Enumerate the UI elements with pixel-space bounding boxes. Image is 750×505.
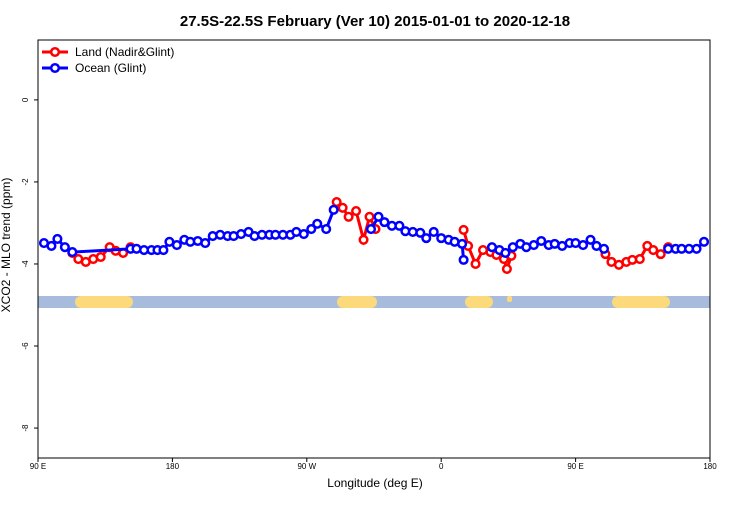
data-point	[306, 224, 317, 235]
data-point	[328, 204, 339, 215]
data-point	[415, 227, 426, 238]
data-point	[365, 224, 377, 235]
data-point	[171, 240, 182, 251]
x-tick-label: 180	[166, 462, 180, 471]
data-point	[578, 240, 589, 251]
data-point	[52, 233, 63, 244]
plot-frame	[37, 39, 711, 459]
data-point	[470, 258, 481, 270]
data-point	[634, 254, 645, 265]
legend-marker	[49, 62, 61, 74]
land-strip	[465, 296, 493, 308]
data-point	[598, 243, 610, 254]
data-point	[528, 240, 539, 251]
chart-title: 27.5S-22.5S February (Ver 10) 2015-01-01…	[180, 13, 570, 30]
data-point	[698, 236, 710, 247]
data-point	[458, 224, 469, 235]
data-point	[312, 218, 323, 229]
data-point	[298, 228, 309, 240]
legend-label: Land (Nadir&Glint)	[75, 45, 174, 59]
data-point	[421, 233, 432, 244]
x-tick-label: 0	[439, 462, 444, 471]
data-point	[457, 238, 468, 249]
x-tick-label: 90 E	[30, 462, 46, 471]
x-tick-label: 90 W	[297, 462, 316, 471]
data-point	[343, 211, 354, 222]
data-point	[379, 217, 390, 228]
y-tick-label: -2	[21, 178, 30, 186]
legend-label: Ocean (Glint)	[75, 61, 146, 75]
data-point	[364, 211, 375, 222]
x-tick-label: 180	[703, 462, 717, 471]
data-point	[321, 224, 332, 235]
data-point	[501, 263, 512, 274]
data-point	[67, 247, 78, 258]
data-point	[394, 220, 405, 231]
land-strip	[612, 296, 670, 308]
legend-marker	[49, 46, 61, 58]
x-tick-label: 90 E	[567, 462, 583, 471]
data-point	[373, 211, 384, 222]
land-strip	[507, 296, 512, 302]
data-point	[358, 234, 369, 245]
data-point	[536, 235, 547, 247]
data-point	[585, 234, 596, 245]
y-tick-label: 0	[21, 97, 30, 102]
y-tick-label: -6	[21, 342, 30, 350]
data-point	[59, 242, 70, 253]
x-axis-label: Longitude (deg E)	[327, 476, 422, 490]
data-point	[351, 206, 362, 217]
data-point	[337, 202, 348, 213]
data-point	[200, 238, 211, 249]
y-tick-label: -8	[21, 424, 30, 432]
data-point	[691, 243, 702, 254]
data-point	[95, 251, 106, 263]
data-point	[458, 254, 469, 265]
data-point	[46, 240, 57, 251]
surface-strip	[38, 296, 710, 308]
data-point	[428, 226, 439, 238]
data-point	[158, 244, 169, 256]
land-strip	[75, 296, 133, 308]
data-point	[500, 247, 511, 258]
data-point	[648, 244, 659, 256]
y-tick-label: -4	[21, 260, 30, 268]
land-strip	[337, 296, 377, 308]
y-axis-label: XCO2 - MLO trend (ppm)	[0, 178, 13, 313]
data-point	[655, 249, 666, 260]
